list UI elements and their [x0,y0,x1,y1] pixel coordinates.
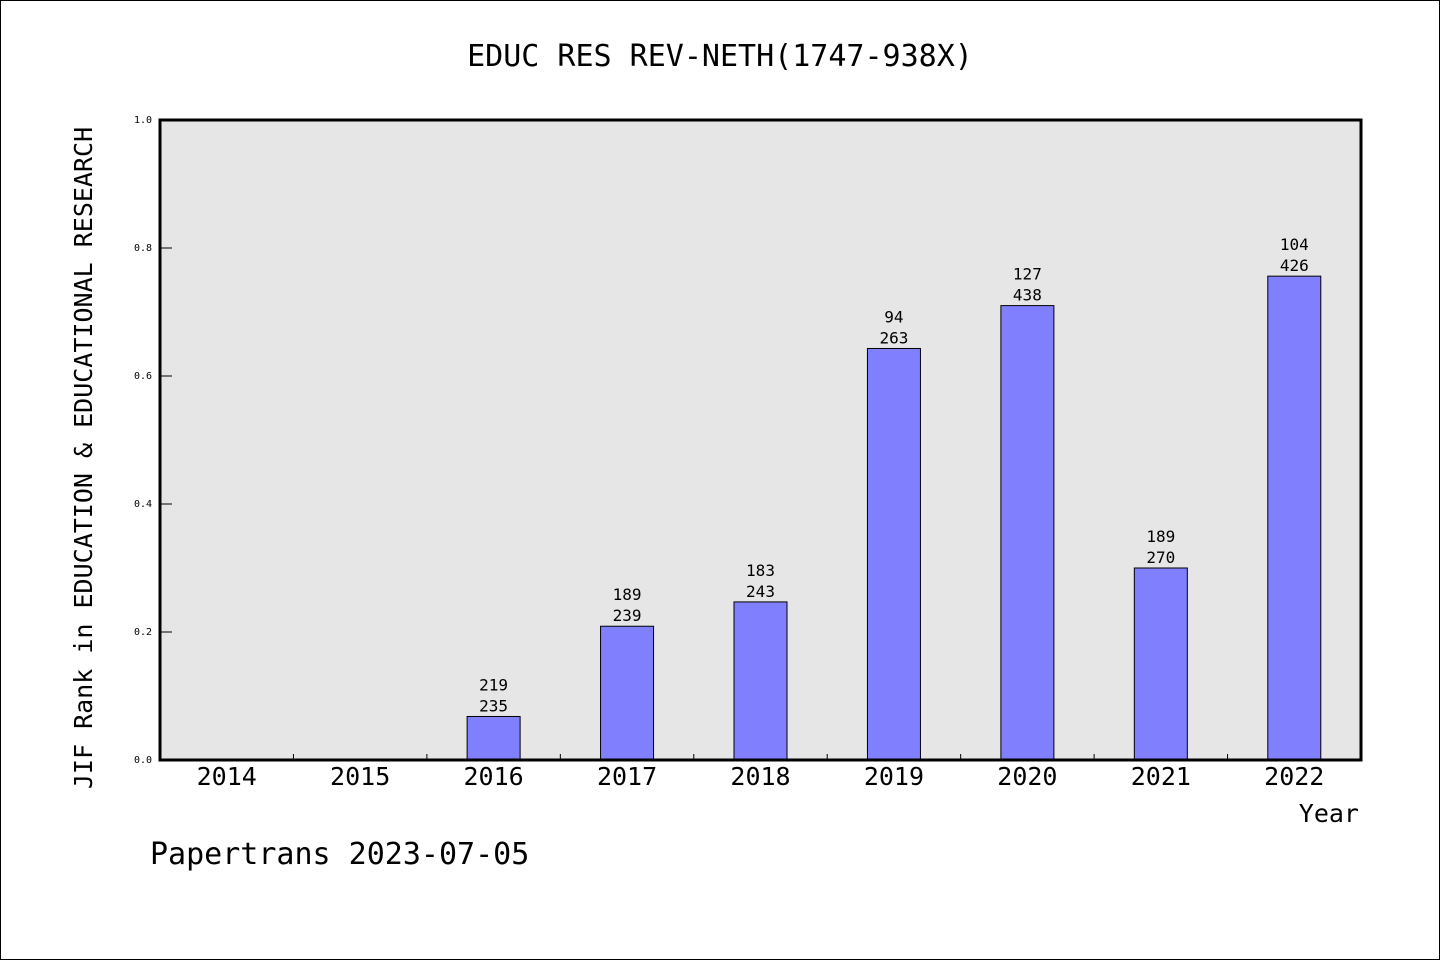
bar-total-label: 438 [1013,286,1042,305]
y-tick-label: 0.4 [134,499,152,510]
y-axis-label: JIF Rank in EDUCATION & EDUCATIONAL RESE… [69,127,98,789]
x-axis-label: Year [1299,799,1359,828]
x-tick-label: 2020 [997,762,1057,791]
x-tick-label: 2015 [330,762,390,791]
x-tick-label: 2018 [730,762,790,791]
bar-rank-label: 189 [1146,527,1175,546]
footer-text: Papertrans 2023-07-05 [150,837,529,872]
bar-rank-label: 104 [1280,235,1309,254]
y-tick-label: 0.0 [134,755,152,766]
plot-border [158,118,1363,762]
bar-total-label: 243 [746,582,775,601]
chart-title: EDUC RES REV-NETH(1747-938X) [467,39,973,74]
x-tick-label: 2014 [197,762,257,791]
bar-total-label: 270 [1146,548,1175,567]
bar-2019 [866,347,921,761]
bar-rank-label: 94 [884,307,903,326]
bar-total-label: 235 [479,696,508,715]
x-tick-label: 2016 [464,762,524,791]
bar-2022 [1267,275,1322,761]
bar-rank-label: 183 [746,561,775,580]
bar-total-label: 426 [1280,256,1309,275]
bar-rank-label: 127 [1013,265,1042,284]
bar-2018 [733,601,788,761]
bar-total-label: 239 [613,606,642,625]
x-tick-label: 2019 [864,762,924,791]
y-tick-label: 0.8 [134,243,152,254]
bar-rank-label: 219 [479,675,508,694]
bar-2017 [600,625,655,761]
y-tick-label: 1.0 [134,115,152,126]
bar-2021 [1133,567,1188,761]
y-tick-label: 0.6 [134,371,152,382]
x-tick-label: 2017 [597,762,657,791]
x-tick-label: 2021 [1131,762,1191,791]
y-tick-label: 0.2 [134,627,152,638]
bar-2020 [1000,305,1055,761]
bar-total-label: 263 [879,328,908,347]
bar-rank-label: 189 [613,585,642,604]
bar-2016 [466,715,521,761]
x-tick-label: 2022 [1264,762,1324,791]
